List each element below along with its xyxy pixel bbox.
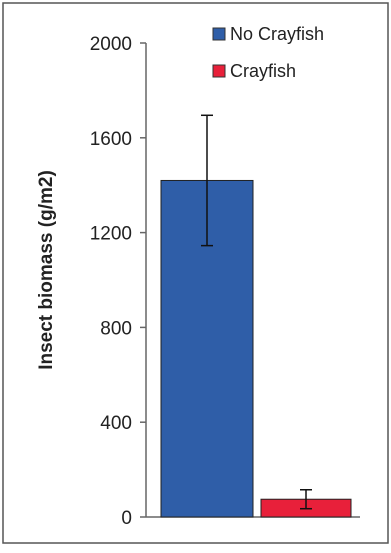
legend-swatch-crayfish	[212, 64, 226, 78]
y-tick-label: 0	[121, 508, 132, 529]
legend: No Crayfish Crayfish	[212, 24, 324, 81]
legend-label-crayfish: Crayfish	[230, 61, 296, 81]
y-tick-label: 1600	[90, 129, 132, 150]
error-bars	[201, 114, 312, 510]
legend-label-no-crayfish: No Crayfish	[230, 24, 324, 44]
y-axis-label: Insect biomass (g/m2)	[36, 170, 57, 370]
y-tick-label: 1200	[90, 224, 132, 245]
y-axis: 0 400 800 1200 1600 2000	[90, 34, 360, 529]
y-tick-label: 400	[100, 413, 132, 434]
y-tick-label: 2000	[90, 34, 132, 55]
bars	[160, 179, 352, 518]
y-tick-label: 800	[100, 318, 132, 339]
legend-swatch-no-crayfish	[212, 27, 226, 41]
figure-border	[2, 2, 389, 544]
